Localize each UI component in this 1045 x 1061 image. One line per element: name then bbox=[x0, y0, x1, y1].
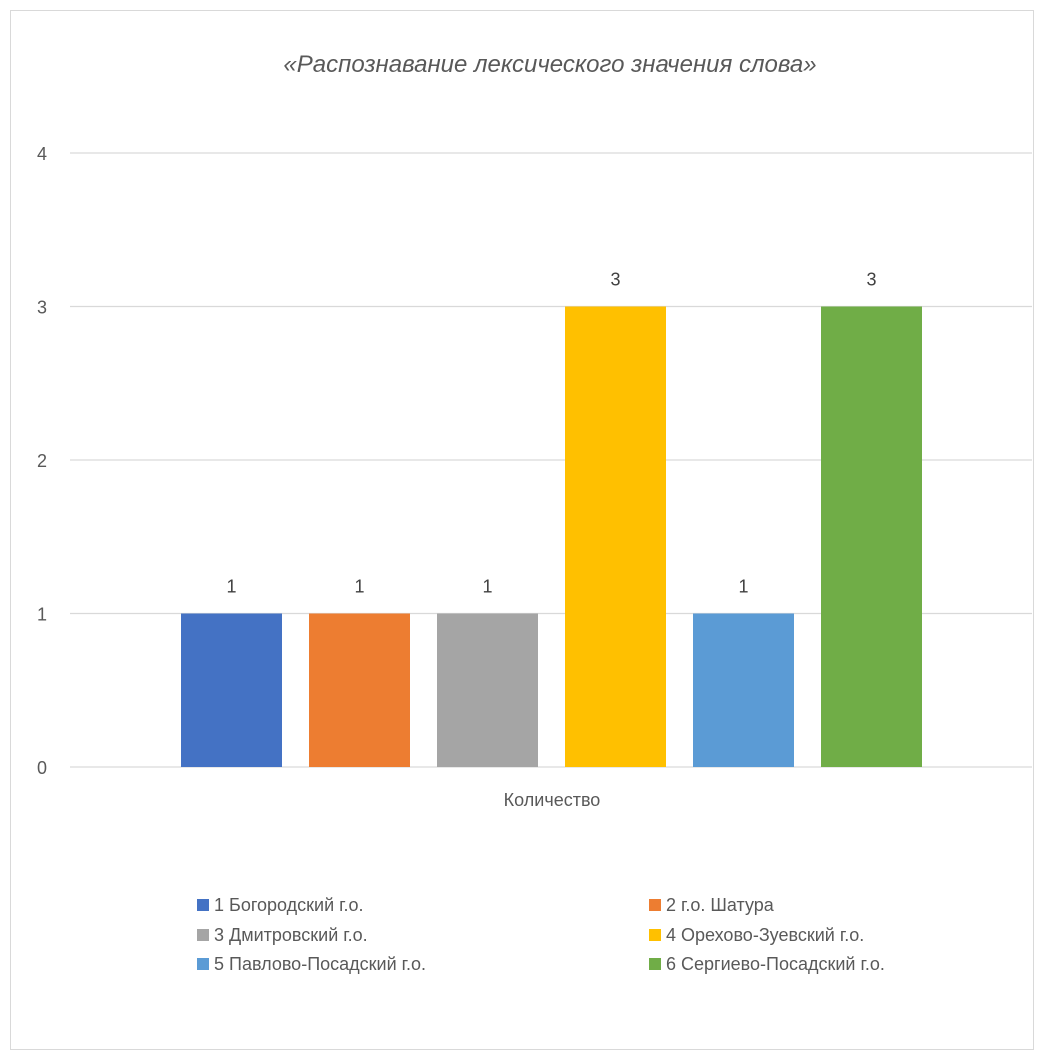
data-label-series-4: 3 bbox=[610, 270, 620, 290]
y-tick-label: 1 bbox=[37, 605, 47, 625]
bar-series-2 bbox=[309, 613, 410, 767]
y-tick-label: 3 bbox=[37, 298, 47, 318]
y-tick-label: 4 bbox=[37, 144, 47, 164]
chart-title: «Распознавание лексического значения сло… bbox=[283, 51, 816, 78]
y-axis-ticks: 0 1 2 3 4 bbox=[37, 144, 47, 778]
x-category-label: Количество bbox=[504, 790, 601, 810]
data-label-series-5: 1 bbox=[738, 577, 748, 597]
legend-label-1: 1 Богородский г.о. bbox=[214, 895, 364, 915]
legend: 1 Богородский г.о. 2 г.о. Шатура 3 Дмитров… bbox=[197, 895, 885, 974]
data-label-series-6: 3 bbox=[866, 270, 876, 290]
bar-series-4 bbox=[565, 306, 666, 767]
bar-series-5 bbox=[693, 613, 794, 767]
legend-swatch-6 bbox=[649, 958, 661, 970]
legend-label-2: 2 г.о. Шатура bbox=[666, 895, 775, 915]
data-labels: 1 1 1 3 1 3 bbox=[226, 270, 876, 597]
legend-swatch-2 bbox=[649, 899, 661, 911]
y-tick-label: 0 bbox=[37, 758, 47, 778]
legend-label-5: 5 Павлово-Посадский г.о. bbox=[214, 954, 426, 974]
legend-swatch-1 bbox=[197, 899, 209, 911]
legend-label-6: 6 Сергиево-Посадский г.о. bbox=[666, 954, 885, 974]
y-tick-label: 2 bbox=[37, 451, 47, 471]
bar-series-3 bbox=[437, 613, 538, 767]
legend-label-4: 4 Орехово-Зуевский г.о. bbox=[666, 925, 864, 945]
bars bbox=[181, 306, 922, 767]
legend-swatch-3 bbox=[197, 929, 209, 941]
data-label-series-2: 1 bbox=[354, 577, 364, 597]
bar-series-1 bbox=[181, 613, 282, 767]
legend-swatch-5 bbox=[197, 958, 209, 970]
data-label-series-1: 1 bbox=[226, 577, 236, 597]
legend-label-3: 3 Дмитровский г.о. bbox=[214, 925, 368, 945]
legend-swatch-4 bbox=[649, 929, 661, 941]
bar-series-6 bbox=[821, 306, 922, 767]
data-label-series-3: 1 bbox=[482, 577, 492, 597]
